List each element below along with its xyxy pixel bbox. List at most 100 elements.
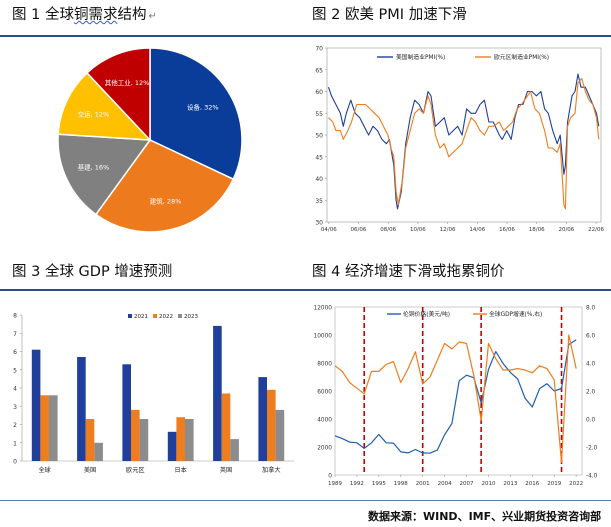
x-tick-label: 1989	[328, 481, 342, 487]
y-tick-label: 45	[315, 154, 323, 161]
x-tick-label: 2019	[547, 481, 561, 487]
copper-gdp-series-line	[334, 334, 577, 463]
top-rule	[0, 35, 611, 37]
gdp-bar	[49, 395, 58, 461]
y-tick-label: 1	[13, 440, 17, 447]
y-left-tick-label: 8000	[317, 362, 332, 368]
x-tick-label: 12/06	[440, 227, 456, 233]
legend-label: 伦铜价格(美元/吨)	[403, 310, 450, 318]
legend-label: 2022	[159, 314, 173, 320]
x-tick-label: 2004	[438, 481, 452, 487]
pie-slice-label: 其他工业, 12%	[105, 78, 150, 87]
legend-swatch	[178, 314, 182, 318]
x-tick-label: 2001	[416, 481, 430, 487]
pie-chart: 设备, 32% 建筑, 28% 基建, 16% 交运, 12% 其他工业, 12%	[57, 47, 243, 233]
gdp-bar	[85, 419, 95, 461]
y-left-tick-label: 10000	[314, 334, 333, 340]
y-left-tick-label: 0	[328, 474, 332, 480]
gdp-bar	[176, 417, 185, 461]
x-tick-label: 1995	[372, 481, 386, 487]
pie-slice	[94, 139, 235, 233]
return-mark-icon: ↵	[148, 11, 157, 22]
x-tick-label: 06/06	[351, 227, 367, 233]
gdp-bar	[77, 357, 86, 461]
category-label: 全球	[38, 466, 51, 474]
x-tick-label: 16/06	[499, 227, 515, 233]
category-label: 美国	[84, 466, 96, 474]
legend-label: 全球GDP增速(%,右)	[489, 310, 542, 318]
y-tick-label: 3	[13, 404, 17, 411]
x-tick-label: 2010	[481, 481, 495, 487]
fig1-title-underlined: 铜需求	[73, 7, 118, 23]
pie-slice-label: 基建, 16%	[78, 163, 110, 172]
y-tick-label: 6	[13, 349, 17, 356]
category-label: 英国	[220, 466, 232, 474]
gdp-bar	[31, 349, 41, 461]
fig3-title: 图 3 全球 GDP 增速预测	[12, 264, 173, 280]
category-label: 加拿大	[262, 466, 281, 474]
pie-slice	[149, 47, 243, 181]
gdp-bar	[221, 393, 231, 461]
gdp-bar	[131, 409, 140, 461]
gdp-bar	[185, 419, 194, 461]
x-tick-label: 22/06	[588, 227, 604, 233]
gdp-bar-chart: 0 1 2 3 4 5 6 7 8 全球 美国 欧元区 日本 英国 加拿大 2021 2022 2023	[13, 313, 294, 474]
y-tick-label: 35	[315, 198, 323, 205]
category-label: 欧元区	[126, 466, 145, 474]
legend-label: 2023	[184, 314, 198, 320]
pmi-line-chart: 30 35 40 45 50 55 60 65 70 04/06 06/06 08/06 10/06 12…	[315, 46, 604, 234]
legend-swatch	[128, 314, 132, 318]
gdp-bar	[213, 325, 222, 461]
y-tick-label: 4	[13, 386, 17, 393]
x-tick-label: 14/06	[469, 227, 485, 233]
x-tick-label: 20/06	[558, 227, 574, 233]
middle-rule	[0, 289, 611, 291]
gdp-bar	[267, 389, 276, 461]
gdp-bar	[40, 395, 49, 461]
fig2-title: 图 2 欧美 PMI 加速下滑	[312, 7, 467, 23]
y-right-tick-label: -2.0	[586, 446, 598, 452]
gdp-bar	[122, 364, 131, 461]
pie-slice-label: 交运, 12%	[78, 109, 110, 118]
y-left-tick-label: 4000	[317, 418, 332, 424]
y-left-tick-label: 12000	[314, 306, 333, 312]
fig1-title-tail: 结构	[117, 7, 147, 23]
x-tick-label: 2016	[525, 481, 539, 487]
pie-slice	[57, 71, 152, 141]
legend-label: 欧元区制造业PMI(%)	[494, 53, 549, 61]
y-tick-label: 60	[315, 89, 323, 96]
pie-slice-label: 建筑, 28%	[150, 197, 182, 206]
gdp-bar	[167, 431, 177, 461]
fig1-title-main: 图 1 全球	[12, 7, 74, 23]
source-note: 数据来源：WIND、IMF、兴业期货投资咨询部	[368, 510, 602, 523]
x-tick-label: 1998	[394, 481, 408, 487]
y-tick-label: 40	[315, 176, 323, 183]
x-tick-label: 04/06	[321, 227, 337, 233]
fig1-title: 图 1 全球铜需求结构 ↵	[12, 3, 157, 24]
y-tick-label: 65	[315, 67, 323, 74]
y-tick-label: 8	[13, 313, 17, 320]
y-left-tick-label: 6000	[317, 390, 332, 396]
y-right-tick-label: 0.0	[586, 418, 596, 424]
legend-label: 美国制造业PMI(%)	[396, 53, 445, 61]
y-tick-label: 5	[13, 367, 17, 374]
x-tick-label: 10/06	[410, 227, 426, 233]
x-tick-label: 18/06	[529, 227, 545, 233]
x-tick-label: 08/06	[380, 227, 396, 233]
y-right-tick-label: 2.0	[586, 390, 596, 396]
gdp-bar	[258, 377, 267, 461]
y-tick-label: 55	[315, 111, 323, 118]
copper-gdp-chart: 0 2000 4000 6000 8000 10000 12000 -4.0 -2.0 0.0 2.…	[314, 306, 598, 488]
pie-slice	[57, 133, 152, 216]
x-tick-label: 2007	[460, 481, 474, 487]
legend-swatch	[153, 314, 157, 318]
y-tick-label: 7	[13, 331, 17, 338]
plot-frame	[334, 306, 583, 476]
y-tick-label: 70	[315, 46, 323, 53]
x-tick-label: 2013	[503, 481, 517, 487]
y-right-tick-label: 6.0	[586, 334, 596, 340]
pie-slice-label: 设备, 32%	[187, 103, 219, 112]
gdp-bar	[230, 439, 239, 461]
legend-label: 2021	[134, 314, 148, 320]
gdp-bar	[94, 442, 103, 462]
